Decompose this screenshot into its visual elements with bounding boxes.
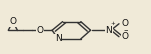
Text: N: N <box>55 34 61 43</box>
Text: O: O <box>9 17 16 26</box>
Text: +: + <box>110 21 115 26</box>
Text: N: N <box>105 26 112 35</box>
Text: O: O <box>122 32 129 41</box>
Text: O: O <box>122 19 129 28</box>
Text: O: O <box>37 26 43 35</box>
Text: −: − <box>124 28 128 33</box>
